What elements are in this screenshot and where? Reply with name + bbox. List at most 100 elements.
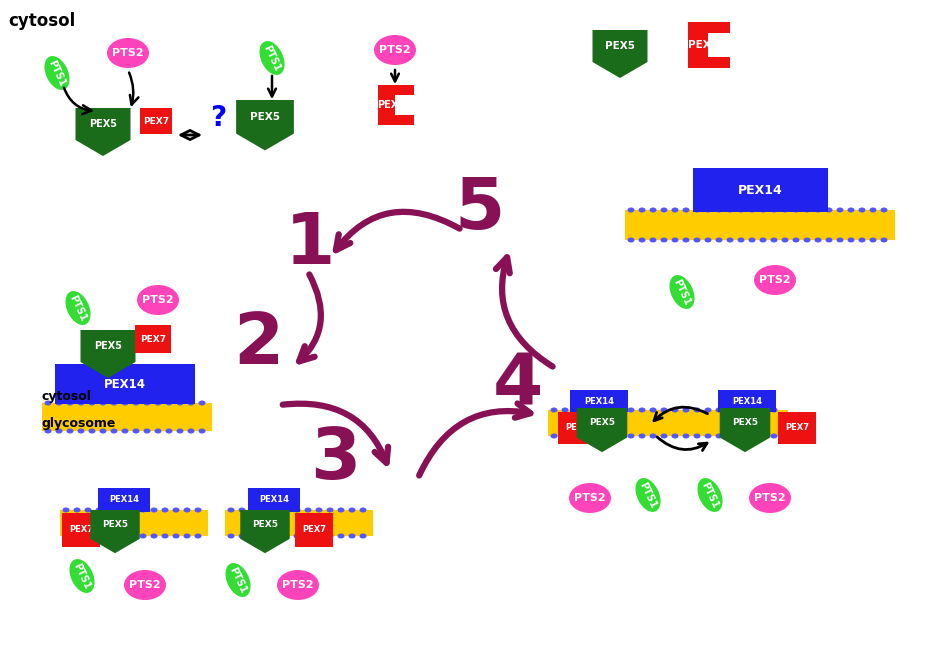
Ellipse shape	[326, 507, 334, 512]
Polygon shape	[688, 22, 730, 68]
Ellipse shape	[803, 237, 810, 243]
Ellipse shape	[627, 408, 635, 413]
Ellipse shape	[128, 507, 136, 512]
Ellipse shape	[848, 237, 854, 243]
Ellipse shape	[77, 428, 85, 434]
Ellipse shape	[250, 533, 256, 539]
Ellipse shape	[338, 533, 344, 539]
Ellipse shape	[704, 408, 712, 413]
Ellipse shape	[260, 533, 268, 539]
Text: PEX7: PEX7	[785, 424, 809, 432]
Ellipse shape	[74, 507, 80, 512]
Ellipse shape	[56, 428, 62, 434]
Ellipse shape	[836, 207, 843, 213]
Text: ?: ?	[210, 104, 226, 132]
Ellipse shape	[133, 400, 140, 406]
Ellipse shape	[716, 207, 722, 213]
Ellipse shape	[770, 434, 777, 439]
Ellipse shape	[693, 408, 701, 413]
Ellipse shape	[194, 507, 202, 512]
Ellipse shape	[89, 400, 95, 406]
Ellipse shape	[572, 408, 580, 413]
Polygon shape	[236, 100, 294, 151]
Ellipse shape	[759, 408, 767, 413]
Ellipse shape	[660, 434, 668, 439]
Ellipse shape	[627, 434, 635, 439]
Ellipse shape	[293, 533, 301, 539]
Ellipse shape	[359, 533, 367, 539]
Ellipse shape	[151, 533, 157, 539]
Ellipse shape	[754, 265, 796, 295]
Ellipse shape	[107, 533, 113, 539]
Ellipse shape	[561, 408, 569, 413]
Ellipse shape	[65, 291, 91, 325]
Ellipse shape	[815, 207, 821, 213]
Ellipse shape	[188, 400, 194, 406]
Ellipse shape	[825, 207, 833, 213]
Ellipse shape	[259, 41, 285, 75]
Text: PEX14: PEX14	[259, 496, 289, 505]
Ellipse shape	[749, 408, 755, 413]
Ellipse shape	[584, 434, 590, 439]
Ellipse shape	[770, 207, 777, 213]
Text: PTS2: PTS2	[379, 45, 411, 55]
Bar	[787, 150, 808, 168]
Bar	[98, 488, 150, 512]
Ellipse shape	[107, 507, 113, 512]
Ellipse shape	[124, 570, 166, 600]
Ellipse shape	[638, 237, 646, 243]
Ellipse shape	[100, 428, 107, 434]
Ellipse shape	[95, 507, 103, 512]
Ellipse shape	[74, 533, 80, 539]
Bar	[548, 410, 788, 436]
Ellipse shape	[693, 434, 701, 439]
Bar	[140, 108, 172, 134]
Text: PEX7: PEX7	[143, 117, 169, 125]
Ellipse shape	[250, 507, 256, 512]
Ellipse shape	[110, 428, 118, 434]
Ellipse shape	[716, 408, 722, 413]
Ellipse shape	[759, 434, 767, 439]
Ellipse shape	[173, 533, 179, 539]
Ellipse shape	[122, 428, 128, 434]
Bar	[225, 510, 373, 536]
Ellipse shape	[551, 408, 557, 413]
Ellipse shape	[184, 507, 190, 512]
Bar	[248, 488, 300, 512]
Ellipse shape	[194, 533, 202, 539]
Text: PTS2: PTS2	[112, 48, 144, 58]
Text: 1: 1	[285, 211, 335, 280]
Ellipse shape	[660, 408, 668, 413]
Ellipse shape	[683, 237, 689, 243]
Ellipse shape	[305, 507, 311, 512]
Ellipse shape	[660, 207, 668, 213]
Ellipse shape	[683, 434, 689, 439]
Ellipse shape	[110, 400, 118, 406]
Text: PEX7: PEX7	[302, 526, 326, 535]
Ellipse shape	[716, 434, 722, 439]
Bar	[712, 150, 732, 168]
Ellipse shape	[782, 207, 788, 213]
Ellipse shape	[617, 408, 623, 413]
Text: PEX7: PEX7	[140, 334, 166, 344]
Polygon shape	[80, 330, 136, 378]
Text: 5: 5	[455, 175, 505, 244]
Ellipse shape	[594, 408, 602, 413]
Ellipse shape	[272, 533, 278, 539]
Ellipse shape	[671, 408, 679, 413]
Ellipse shape	[749, 207, 755, 213]
Ellipse shape	[638, 207, 646, 213]
Ellipse shape	[594, 434, 602, 439]
Bar	[62, 513, 100, 547]
Text: PTS1: PTS1	[261, 43, 282, 72]
Ellipse shape	[155, 428, 161, 434]
Bar	[135, 325, 171, 353]
Ellipse shape	[316, 507, 323, 512]
Bar	[55, 364, 195, 404]
Bar	[42, 403, 212, 431]
Ellipse shape	[173, 507, 179, 512]
Ellipse shape	[792, 207, 800, 213]
Ellipse shape	[359, 507, 367, 512]
Text: 3: 3	[310, 426, 360, 494]
Ellipse shape	[227, 507, 235, 512]
